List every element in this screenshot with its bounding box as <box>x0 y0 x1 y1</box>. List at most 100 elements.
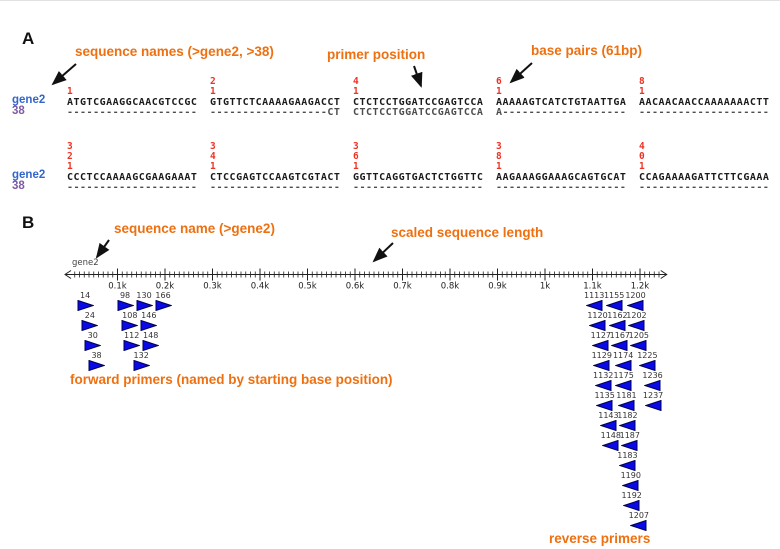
primer-position-label: 1182 <box>617 411 638 420</box>
sequence-name-38: 38 <box>12 179 25 192</box>
primer-position-label: 1190 <box>620 471 641 480</box>
reverse-primer-arrow <box>630 340 647 351</box>
annotation-sequence-names: sequence names (>gene2, >38) <box>75 44 274 59</box>
primer-position-label: 1187 <box>619 431 640 440</box>
forward-primer-arrow <box>140 320 158 331</box>
reverse-primer-arrow <box>608 320 626 331</box>
primer-position-label: 1192 <box>621 491 642 500</box>
primer-position-label: 166 <box>155 291 171 300</box>
annotation-sequence-name: sequence name (>gene2) <box>114 221 275 236</box>
primer-position-label: 1127 <box>590 331 611 340</box>
forward-primer-arrow <box>123 340 141 351</box>
reverse-primer-arrow <box>596 400 613 411</box>
seq38-sequence: A------------------- <box>496 106 627 118</box>
sequence-name-gene2: gene2 <box>12 93 46 106</box>
ruler-tick-label: 0.6k <box>346 282 365 292</box>
panel-a-label: A <box>22 29 35 48</box>
ruler-tick-label: 0.9k <box>488 282 507 292</box>
forward-primer-arrow <box>88 360 106 371</box>
reverse-primer-arrow <box>627 300 644 311</box>
reverse-primer-arrow <box>618 460 636 471</box>
primer-position-label: 1167 <box>609 331 630 340</box>
ruler-tick-label: 1k <box>540 282 550 292</box>
primer-position-label: 1175 <box>613 371 634 380</box>
reverse-primer-arrow <box>602 440 619 451</box>
sequence-name-38: 38 <box>12 104 25 117</box>
seq38-sequence: -------------------- <box>639 181 770 193</box>
primer-position-label: 148 <box>143 331 159 340</box>
seq38-sequence: -------------------- <box>210 181 341 193</box>
alignment-block: 1 ATGTCGAAGGCAACGTCCGC -------------------… <box>67 67 201 119</box>
reverse-primer-arrow <box>594 380 612 391</box>
gene2-sequence: GTGTTCTCAAAAGAAGACCT <box>210 97 341 108</box>
reverse-primer-arrow <box>638 360 656 371</box>
reverse-primer-arrow <box>592 340 609 351</box>
primer-position-label: 1200 <box>625 291 646 300</box>
reverse-primer-arrow <box>627 320 645 331</box>
panel-b-label: B <box>22 213 35 232</box>
forward-primer-arrow <box>121 320 139 331</box>
primer-position-label: 112 <box>124 331 140 340</box>
primer-position-label: 1148 <box>600 431 621 440</box>
reverse-primer-arrow <box>644 380 661 391</box>
ruler-tick-label: 0.8k <box>441 282 460 292</box>
ruler-tick-label: 1.2k <box>631 282 650 292</box>
primer-position-label: 1181 <box>616 391 637 400</box>
ruler-sequence-name: gene2 <box>72 258 99 268</box>
reverse-primer-arrow <box>611 340 628 351</box>
annotation-primer-position: primer position <box>327 47 426 62</box>
forward-primer-arrow <box>155 300 172 311</box>
gene2-sequence: ATGTCGAAGGCAACGTCCGC <box>67 97 198 108</box>
reverse-primer-arrow <box>615 380 632 391</box>
forward-primer-arrow <box>133 360 150 371</box>
forward-primer-arrow <box>117 300 134 311</box>
reverse-primer-arrow <box>605 300 623 311</box>
arrow-sequence-name-b <box>95 239 110 259</box>
primer-position-label: 1236 <box>642 371 663 380</box>
seq38-sequence: CTCTCCTGGATCCGAGTCCA <box>353 106 484 118</box>
annotation-base-pairs: base pairs (61bp) <box>531 43 643 58</box>
reverse-primer-arrow <box>614 360 632 371</box>
primer-position-label: 1225 <box>637 351 658 360</box>
primer-position-label: 1120 <box>587 311 608 320</box>
primer-position-label: 1129 <box>591 351 612 360</box>
alignment-block: 3 8 1 AAGAAAGGAAAGCAGTGCAT -----------------… <box>496 142 630 194</box>
alignment-row: gene2 38 3 2 1 CCCTCCAAAAGCGAAGAAAT ----------… <box>0 142 780 197</box>
reverse-primer-arrow <box>630 520 647 531</box>
primer-position-label: 38 <box>91 351 102 360</box>
sequence-name-gene2: gene2 <box>12 168 46 181</box>
primer-position-label: 30 <box>87 331 98 340</box>
primer-position-label: 1237 <box>642 391 664 400</box>
primer-position-label: 1162 <box>607 311 628 320</box>
primer-position-label: 1132 <box>593 371 614 380</box>
alignment-block: 8 1 AACAACAACCAAAAAAACTT ------------------… <box>639 67 773 119</box>
caption-reverse-primers: reverse primers <box>549 531 651 546</box>
seq38-sequence: -------------------- <box>496 181 627 193</box>
reverse-primer-arrow <box>585 300 603 311</box>
reverse-primer-arrow <box>593 360 610 371</box>
primer-position-label: 24 <box>84 311 95 320</box>
ruler-tick-label: 0.7k <box>393 282 412 292</box>
primer-position-label: 130 <box>136 291 152 300</box>
forward-primer-arrow <box>136 300 153 311</box>
alignment-block: 3 2 1 CCCTCCAAAAGCGAAGAAAT -----------------… <box>67 142 201 194</box>
arrow-scaled-length <box>372 242 394 263</box>
primer-position-label: 108 <box>122 311 138 320</box>
seq38-sequence: -------------------- <box>67 106 198 118</box>
primer-position-label: 1135 <box>594 391 615 400</box>
reverse-primer-arrow <box>644 400 662 411</box>
seq38-sequence: ------------------CT <box>210 106 341 118</box>
alignment-row: gene2 38 1 ATGTCGAAGGCAACGTCCGC ------------… <box>0 67 780 122</box>
seq38-sequence: -------------------- <box>67 181 198 193</box>
primer-position-label: 1202 <box>626 311 647 320</box>
ruler-tick-label: 0.3k <box>203 282 222 292</box>
primer-position-label: 98 <box>119 291 131 300</box>
alignment-block: 4 0 1 CCAGAAAAGATTCTTCGAAA -----------------… <box>639 142 773 194</box>
forward-primer-arrow <box>77 300 94 311</box>
